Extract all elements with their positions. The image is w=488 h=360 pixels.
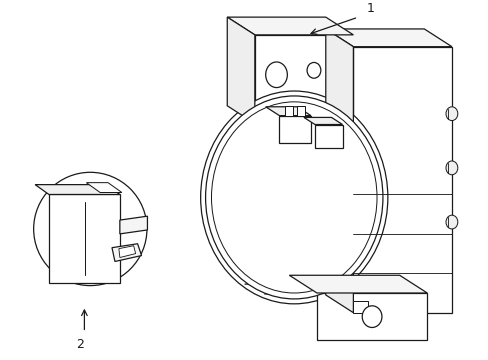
Polygon shape xyxy=(325,29,451,47)
Polygon shape xyxy=(227,17,254,123)
Polygon shape xyxy=(227,17,353,35)
Polygon shape xyxy=(279,116,310,143)
Ellipse shape xyxy=(362,306,381,328)
Polygon shape xyxy=(289,275,427,293)
Ellipse shape xyxy=(205,96,382,299)
Polygon shape xyxy=(49,194,120,283)
Ellipse shape xyxy=(211,102,376,293)
Polygon shape xyxy=(353,301,367,313)
Text: 2: 2 xyxy=(76,338,84,351)
Ellipse shape xyxy=(265,62,287,87)
Ellipse shape xyxy=(445,107,457,121)
Polygon shape xyxy=(353,47,451,313)
Polygon shape xyxy=(112,244,141,261)
Polygon shape xyxy=(86,183,122,193)
Polygon shape xyxy=(303,117,342,125)
Polygon shape xyxy=(119,246,135,257)
Ellipse shape xyxy=(445,161,457,175)
Polygon shape xyxy=(120,216,147,234)
Ellipse shape xyxy=(445,215,457,229)
Polygon shape xyxy=(314,125,342,148)
Polygon shape xyxy=(265,107,310,116)
Polygon shape xyxy=(316,293,427,340)
Ellipse shape xyxy=(306,62,320,78)
Polygon shape xyxy=(254,35,353,123)
Polygon shape xyxy=(325,29,353,313)
Text: 1: 1 xyxy=(366,2,373,15)
Polygon shape xyxy=(285,106,293,116)
Ellipse shape xyxy=(200,91,387,304)
Polygon shape xyxy=(35,185,120,194)
Ellipse shape xyxy=(34,172,147,285)
Polygon shape xyxy=(297,106,305,116)
